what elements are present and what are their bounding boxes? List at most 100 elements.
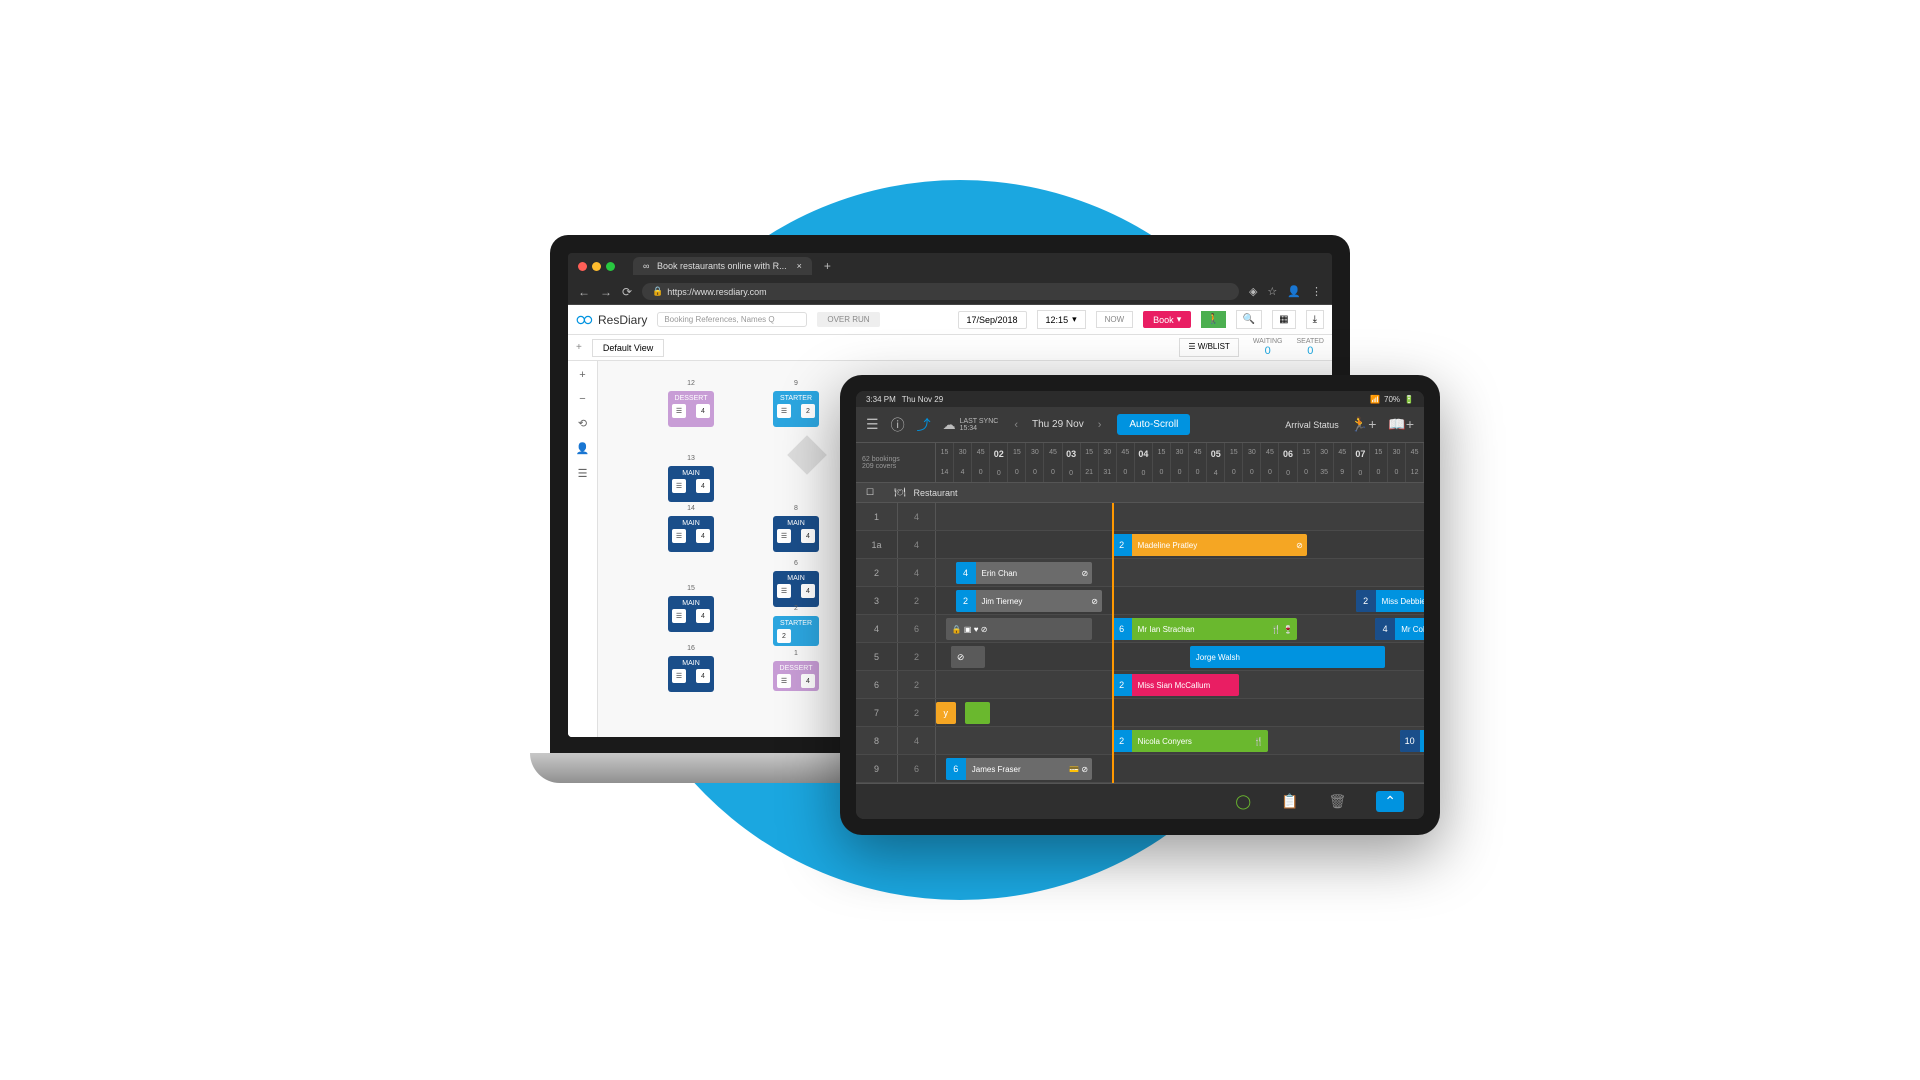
prev-day-icon[interactable]: ‹ [1010, 419, 1022, 431]
current-date[interactable]: Thu 29 Nov [1032, 419, 1084, 430]
floor-table[interactable]: DESSERT☰412 [668, 391, 714, 427]
date-picker[interactable]: 17/Sep/2018 [958, 311, 1027, 329]
grid-row: 52⊘Jorge Walsh [856, 643, 1424, 671]
resdiary-header: ResDiary Booking References, Names Q OVE… [568, 305, 1332, 335]
view-select[interactable]: Default View [592, 339, 664, 357]
walkin-button[interactable]: 🚶 [1201, 311, 1225, 328]
share-icon[interactable]: ⤴ [917, 415, 931, 435]
download-icon[interactable]: ⤓ [1306, 310, 1324, 329]
checkbox-icon[interactable]: ☐ [866, 487, 874, 498]
search-input[interactable]: Booking References, Names Q [657, 312, 807, 327]
url-input[interactable]: 🔒 https://www.resdiary.com [642, 283, 1239, 300]
floor-table[interactable]: MAIN☰48 [773, 516, 819, 552]
booking-block[interactable]: 4Erin Chan⊘ [956, 562, 1093, 584]
overrun-button[interactable]: OVER RUN [817, 312, 879, 327]
floor-sidebar: + − ⟲ 👤 ☰ [568, 361, 598, 737]
row-capacity: 6 [898, 755, 936, 782]
timeline-header: 62 bookings 209 covers 15143044500201503… [856, 443, 1424, 483]
tablet-toolbar: ☰ ⓘ ⤴ ☁ LAST SYNC15:34 ‹ Thu 29 Nov › Au… [856, 407, 1424, 443]
summary-cell: 62 bookings 209 covers [856, 443, 936, 482]
booking-block[interactable]: 2Miss Sian McCallum [1112, 674, 1239, 696]
booking-block[interactable]: 10 [1400, 730, 1424, 752]
runner-icon[interactable]: 🏃+ [1351, 416, 1377, 433]
browser-tab[interactable]: ∞ Book restaurants online with R... × [633, 257, 812, 275]
grid-row: 244Erin Chan⊘ [856, 559, 1424, 587]
booking-block[interactable]: 6Mr Ian Strachan🍴 🍷 [1112, 618, 1297, 640]
shape-icon[interactable]: ◯ [1235, 793, 1251, 810]
row-capacity: 4 [898, 559, 936, 586]
floor-table[interactable]: STARTER☰29 [773, 391, 819, 427]
zoom-out-icon[interactable]: − [579, 393, 585, 405]
forward-icon[interactable]: → [600, 285, 612, 299]
grid-row: 842Nicola Conyers🍴10 [856, 727, 1424, 755]
now-button[interactable]: NOW [1096, 311, 1134, 328]
tablet-device: 3:34 PM Thu Nov 29 📶 70% 🔋 ☰ ⓘ ⤴ ☁ LAST … [840, 375, 1440, 835]
booking-block[interactable]: 2Nicola Conyers🍴 [1112, 730, 1268, 752]
clipboard-icon[interactable]: 📋 [1281, 793, 1298, 810]
floor-table[interactable]: MAIN☰415 [668, 596, 714, 632]
section-header[interactable]: ☐ 🍽 Restaurant [856, 483, 1424, 503]
book-button[interactable]: Book▾ [1143, 311, 1191, 328]
new-tab-icon[interactable]: + [824, 259, 831, 273]
tab-close-icon[interactable]: × [797, 261, 802, 271]
booking-grid[interactable]: 141a42Madeline Pratley⊘244Erin Chan⊘322J… [856, 503, 1424, 783]
arrival-status[interactable]: Arrival Status [1285, 420, 1339, 430]
tablet-bottombar: ◯ 📋 🗑 ⌃ [856, 783, 1424, 819]
chrome-urlbar: ← → ⟳ 🔒 https://www.resdiary.com ◈ ☆ 👤 ⋮ [568, 279, 1332, 305]
booking-block[interactable]: 6James Fraser💳 ⊘ [946, 758, 1092, 780]
booking-block[interactable]: y [936, 702, 956, 724]
chrome-tabbar: ∞ Book restaurants online with R... × + [568, 253, 1332, 279]
autoscroll-button[interactable]: Auto-Scroll [1117, 414, 1190, 435]
zoom-in-icon[interactable]: + [579, 369, 585, 381]
star-icon[interactable]: ☆ [1267, 285, 1277, 298]
floor-table[interactable]: MAIN☰414 [668, 516, 714, 552]
row-number: 4 [856, 615, 898, 642]
sync-status[interactable]: ☁ LAST SYNC15:34 [943, 417, 999, 433]
floor-table[interactable]: DESSERT☰41 [773, 661, 819, 691]
booking-block[interactable]: 🔒 ▣ ♥ ⊘ [946, 618, 1092, 640]
menu-icon[interactable]: ⋮ [1311, 285, 1322, 298]
booking-block[interactable]: ⊘ [951, 646, 985, 668]
booking-block[interactable]: Jorge Walsh [1190, 646, 1385, 668]
seated-stat: SEATED0 [1297, 338, 1325, 357]
booking-block[interactable] [965, 702, 989, 724]
extension-icon[interactable]: ◈ [1249, 285, 1257, 298]
tab-title: Book restaurants online with R... [657, 261, 787, 271]
chevron-down-icon: ▾ [1072, 314, 1077, 325]
row-capacity: 4 [898, 531, 936, 558]
help-icon[interactable]: ⓘ [891, 415, 905, 435]
floor-table[interactable]: MAIN☰413 [668, 466, 714, 502]
grid-icon[interactable]: ▦ [1272, 310, 1295, 329]
row-number: 1a [856, 531, 898, 558]
reload-icon[interactable]: ⟳ [622, 285, 632, 299]
booking-block[interactable]: 2Madeline Pratley⊘ [1112, 534, 1307, 556]
floor-table[interactable]: MAIN☰46 [773, 571, 819, 607]
add-view-icon[interactable]: + [576, 342, 582, 353]
booking-block[interactable]: 4Mr Colin Winnin [1375, 618, 1424, 640]
lock-icon: 🔒 [652, 286, 663, 297]
booking-block[interactable]: 2Jim Tierney⊘ [956, 590, 1102, 612]
search-icon[interactable]: 🔍 [1236, 310, 1262, 329]
reset-icon[interactable]: ⟲ [578, 417, 587, 430]
url-text: https://www.resdiary.com [667, 287, 766, 297]
chevron-up-icon[interactable]: ⌃ [1376, 791, 1404, 812]
next-day-icon[interactable]: › [1094, 419, 1106, 431]
back-icon[interactable]: ← [578, 285, 590, 299]
grid-row: 72y [856, 699, 1424, 727]
profile-icon[interactable]: 👤 [1287, 285, 1301, 298]
floor-table[interactable]: MAIN☰416 [668, 656, 714, 692]
resdiary-logo[interactable]: ResDiary [576, 313, 647, 327]
menu-icon[interactable]: ☰ [866, 416, 879, 433]
person-icon[interactable]: 👤 [576, 442, 590, 455]
wblist-button[interactable]: ☰ W/BLIST [1179, 338, 1238, 357]
row-capacity: 2 [898, 671, 936, 698]
row-capacity: 2 [898, 587, 936, 614]
tablet-statusbar: 3:34 PM Thu Nov 29 📶 70% 🔋 [856, 391, 1424, 407]
time-select[interactable]: 12:15▾ [1037, 310, 1086, 329]
floor-diamond[interactable] [787, 435, 827, 475]
trash-icon[interactable]: 🗑 [1328, 793, 1346, 810]
book-add-icon[interactable]: 📖+ [1388, 416, 1414, 433]
list-icon[interactable]: ☰ [578, 467, 588, 480]
booking-block[interactable]: 2Miss Debbie Carnie [1356, 590, 1424, 612]
floor-table[interactable]: STARTER22 [773, 616, 819, 646]
